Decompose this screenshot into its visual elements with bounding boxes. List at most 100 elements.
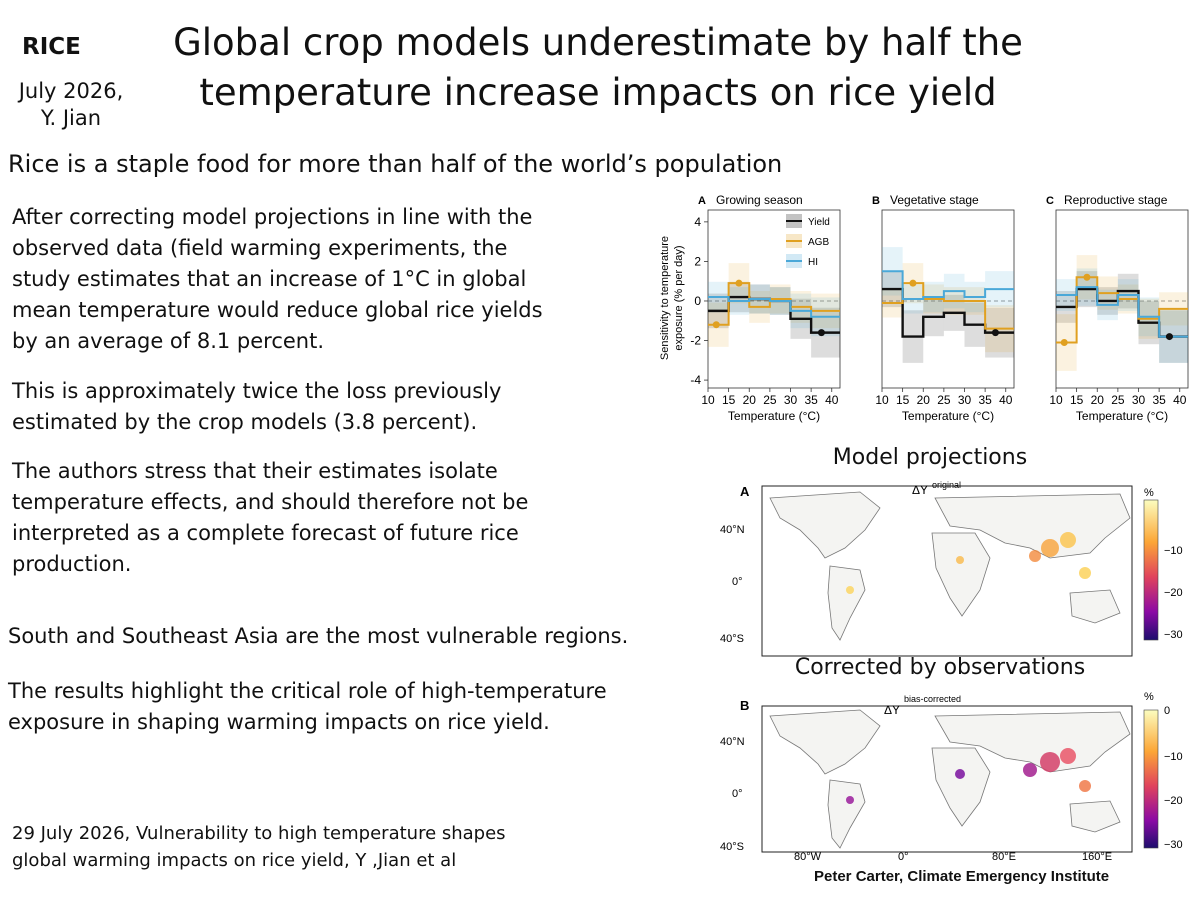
text-line: This is approximately twice the loss pre… xyxy=(12,379,502,403)
data-point xyxy=(1165,333,1173,341)
colorbar-unit: % xyxy=(1144,487,1154,499)
title-line-1: Global crop models underestimate by half… xyxy=(173,21,1023,64)
x-tick-label: 25 xyxy=(1111,393,1125,407)
x-tick-label: 35 xyxy=(804,393,818,407)
x-tick-label: 20 xyxy=(917,393,931,407)
paragraph-projection: After correcting model projections in li… xyxy=(12,202,612,357)
paragraph-comparison: This is approximately twice the loss pre… xyxy=(12,376,612,438)
y-axis-label: exposure (% per day) xyxy=(673,245,685,350)
hotspot xyxy=(1041,539,1059,557)
text-line: The results highlight the critical role … xyxy=(8,679,607,703)
text-line: production. xyxy=(12,552,132,576)
legend-label: AGB xyxy=(808,237,829,248)
x-tick-label: 15 xyxy=(722,393,736,407)
hotspot xyxy=(1079,567,1091,579)
series-line-agb xyxy=(708,282,840,326)
x-tick-label: 10 xyxy=(1049,393,1063,407)
colorbar xyxy=(1143,709,1159,849)
data-point xyxy=(1083,273,1091,281)
x-tick-label: 15 xyxy=(896,393,910,407)
author-line: Y. Jian xyxy=(40,106,102,130)
credit-line: Peter Carter, Climate Emergency Institut… xyxy=(814,868,1110,885)
colorbar-tick: −10 xyxy=(1164,545,1183,557)
x-tick-label: 20 xyxy=(743,393,757,407)
x-tick-label: 40 xyxy=(825,393,839,407)
map-panel-letter: B xyxy=(740,698,749,713)
lat-label: 0° xyxy=(732,788,743,800)
panel-letter: B xyxy=(872,195,880,207)
reference-citation: 29 July 2026, Vulnerability to high temp… xyxy=(12,820,612,874)
continents xyxy=(769,709,1131,849)
lon-label: 80°E xyxy=(992,851,1016,862)
hotspot xyxy=(1023,763,1037,777)
x-axis-label: Temperature (°C) xyxy=(728,409,820,423)
lon-label: 160°E xyxy=(1082,851,1112,862)
hotspot xyxy=(846,796,854,804)
hotspot xyxy=(1060,532,1076,548)
text-line: After correcting model projections in li… xyxy=(12,205,533,229)
data-point xyxy=(1060,339,1068,347)
map-delta-label: ΔY xyxy=(884,703,900,717)
colorbar-unit: % xyxy=(1144,691,1154,703)
panel-title: Growing season xyxy=(716,193,803,207)
x-tick-label: 40 xyxy=(999,393,1013,407)
x-tick-label: 35 xyxy=(1152,393,1166,407)
series-line-hi xyxy=(1056,286,1188,338)
date-author: July 2026, Y. Jian xyxy=(12,78,130,132)
europe-asia xyxy=(934,493,1131,559)
colorbar-tick: 0 xyxy=(1164,705,1170,717)
x-tick-label: 10 xyxy=(875,393,889,407)
hotspot xyxy=(956,556,964,564)
paragraph-conclusion: The results highlight the critical role … xyxy=(8,676,688,738)
colorbar-tick: −20 xyxy=(1164,587,1183,599)
panel-title: Reproductive stage xyxy=(1064,193,1168,207)
text-line: study estimates that an increase of 1°C … xyxy=(12,267,527,291)
data-point xyxy=(909,279,917,287)
x-tick-label: 15 xyxy=(1070,393,1084,407)
text-line: by an average of 8.1 percent. xyxy=(12,329,325,353)
panel-letter: C xyxy=(1046,195,1054,207)
x-tick-label: 10 xyxy=(701,393,715,407)
lat-label: 0° xyxy=(732,576,743,588)
panel-letter: A xyxy=(698,195,706,207)
x-tick-label: 25 xyxy=(763,393,777,407)
map-delta-label: ΔY xyxy=(912,483,928,497)
y-tick-label: 0 xyxy=(694,294,701,308)
legend-label: Yield xyxy=(808,217,830,228)
australia xyxy=(1069,589,1121,624)
lat-label: 40°N xyxy=(720,524,745,536)
impact-hotspots xyxy=(846,532,1091,594)
data-point xyxy=(735,279,743,287)
hotspot xyxy=(1040,752,1060,772)
text-line: interpreted as a complete forecast of fu… xyxy=(12,521,519,545)
y-tick-label: 2 xyxy=(694,254,701,268)
map-a-title: Model projections xyxy=(832,445,1028,470)
legend-label: HI xyxy=(808,257,818,268)
map-panel-letter: A xyxy=(740,484,750,499)
north-america xyxy=(769,709,881,775)
colorbar-tick: −20 xyxy=(1164,795,1183,807)
x-axis-label: Temperature (°C) xyxy=(902,409,994,423)
text-line: global warming impacts on rice yield, Y … xyxy=(12,850,457,871)
map-delta-sup: bias-corrected xyxy=(904,694,961,704)
continents xyxy=(769,491,1131,641)
lon-label: 80°W xyxy=(794,851,822,862)
x-axis-label: Temperature (°C) xyxy=(1076,409,1168,423)
colorbar-tick: −30 xyxy=(1164,629,1183,641)
lat-label: 40°S xyxy=(720,841,744,853)
data-point xyxy=(991,329,999,337)
north-america xyxy=(769,491,881,559)
south-america xyxy=(827,779,866,849)
panel-title: Vegetative stage xyxy=(890,193,979,207)
lead-statement: Rice is a staple food for more than half… xyxy=(8,150,783,178)
colorbar-tick: −10 xyxy=(1164,751,1183,763)
x-tick-label: 20 xyxy=(1091,393,1105,407)
data-point xyxy=(712,321,720,329)
text-line: The authors stress that their estimates … xyxy=(12,459,498,483)
text-line: observed data (field warming experiments… xyxy=(12,236,508,260)
slide-title: Global crop models underestimate by half… xyxy=(128,18,1068,118)
hotspot xyxy=(1029,550,1041,562)
x-tick-label: 30 xyxy=(958,393,972,407)
data-point xyxy=(817,329,825,337)
hotspot xyxy=(846,586,854,594)
